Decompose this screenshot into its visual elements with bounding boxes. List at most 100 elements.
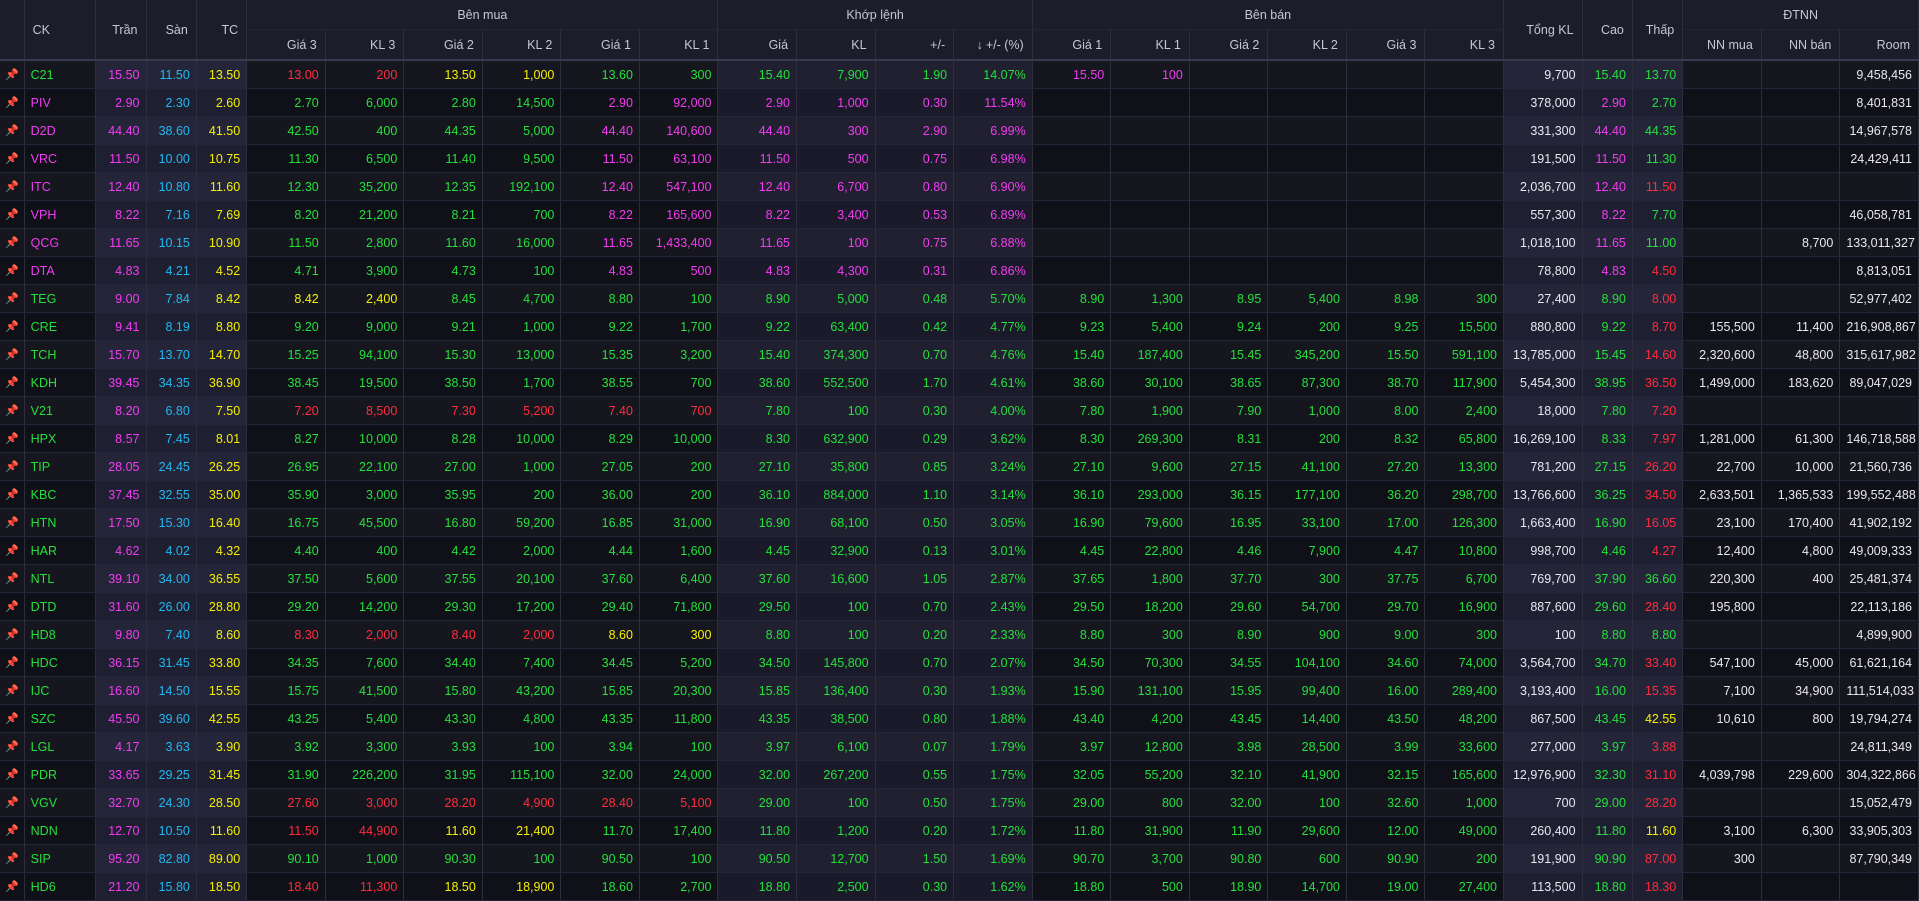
cell-ticker[interactable]: VGV bbox=[24, 788, 97, 817]
cell-ticker[interactable]: V21 bbox=[24, 396, 97, 425]
header-buy-vol-1[interactable]: KL 1 bbox=[639, 29, 719, 61]
cell-ticker[interactable]: DTA bbox=[24, 256, 97, 285]
pin-icon[interactable]: 📌 bbox=[0, 704, 25, 733]
header-sell-price-1[interactable]: Giá 1 bbox=[1032, 29, 1112, 61]
table-row[interactable]: 📌 HTN 17.50 15.30 16.40 16.75 45,500 16.80 59,20… bbox=[0, 508, 1919, 537]
cell-ticker[interactable]: ITC bbox=[24, 172, 97, 201]
cell-ticker[interactable]: TEG bbox=[24, 284, 97, 313]
cell-ticker[interactable]: VPH bbox=[24, 200, 97, 229]
table-row[interactable]: 📌 D2D 44.40 38.60 41.50 42.50 400 44.35 5,000 44.… bbox=[0, 116, 1919, 145]
table-row[interactable]: 📌 HAR 4.62 4.02 4.32 4.40 400 4.42 2,000 4.44 1,60… bbox=[0, 536, 1919, 565]
cell-ticker[interactable]: HDC bbox=[24, 648, 97, 677]
pin-icon[interactable]: 📌 bbox=[0, 60, 25, 89]
cell-ticker[interactable]: NTL bbox=[24, 564, 97, 593]
header-low[interactable]: Thấp bbox=[1632, 0, 1684, 61]
pin-icon[interactable]: 📌 bbox=[0, 816, 25, 845]
table-row[interactable]: 📌 HDC 36.15 31.45 33.80 34.35 7,600 34.40 7,400 3… bbox=[0, 648, 1919, 677]
table-row[interactable]: 📌 NTL 39.10 34.00 36.55 37.50 5,600 37.55 20,100… bbox=[0, 564, 1919, 593]
pin-icon[interactable]: 📌 bbox=[0, 396, 25, 425]
cell-ticker[interactable]: C21 bbox=[24, 60, 97, 89]
cell-ticker[interactable]: NDN bbox=[24, 816, 97, 845]
table-row[interactable]: 📌 V21 8.20 6.80 7.50 7.20 8,500 7.30 5,200 7.40 70… bbox=[0, 396, 1919, 425]
table-row[interactable]: 📌 KDH 39.45 34.35 36.90 38.45 19,500 38.50 1,700… bbox=[0, 368, 1919, 397]
pin-icon[interactable]: 📌 bbox=[0, 256, 25, 285]
pin-icon[interactable]: 📌 bbox=[0, 116, 25, 145]
cell-ticker[interactable]: HAR bbox=[24, 536, 97, 565]
header-sell-price-3[interactable]: Giá 3 bbox=[1346, 29, 1426, 61]
pin-icon[interactable]: 📌 bbox=[0, 284, 25, 313]
table-row[interactable]: 📌 VGV 32.70 24.30 28.50 27.60 3,000 28.20 4,900 2… bbox=[0, 788, 1919, 817]
pin-icon[interactable]: 📌 bbox=[0, 648, 25, 677]
cell-ticker[interactable]: SZC bbox=[24, 704, 97, 733]
pin-icon[interactable]: 📌 bbox=[0, 788, 25, 817]
pin-icon[interactable]: 📌 bbox=[0, 564, 25, 593]
cell-ticker[interactable]: HPX bbox=[24, 424, 97, 453]
pin-icon[interactable]: 📌 bbox=[0, 144, 25, 173]
table-row[interactable]: 📌 CRE 9.41 8.19 8.80 9.20 9,000 9.21 1,000 9.22 1,… bbox=[0, 312, 1919, 341]
pin-icon[interactable]: 📌 bbox=[0, 172, 25, 201]
cell-ticker[interactable]: LGL bbox=[24, 732, 97, 761]
cell-ticker[interactable]: HTN bbox=[24, 508, 97, 537]
table-row[interactable]: 📌 DTA 4.83 4.21 4.52 4.71 3,900 4.73 100 4.83 500 4… bbox=[0, 256, 1919, 285]
table-row[interactable]: 📌 SZC 45.50 39.60 42.55 43.25 5,400 43.30 4,800 4… bbox=[0, 704, 1919, 733]
header-sell-vol-2[interactable]: KL 2 bbox=[1267, 29, 1347, 61]
table-row[interactable]: 📌 TIP 28.05 24.45 26.25 26.95 22,100 27.00 1,000… bbox=[0, 452, 1919, 481]
table-row[interactable]: 📌 ITC 12.40 10.80 11.60 12.30 35,200 12.35 192,1… bbox=[0, 172, 1919, 201]
header-floor[interactable]: Sàn bbox=[146, 0, 197, 61]
table-row[interactable]: 📌 HPX 8.57 7.45 8.01 8.27 10,000 8.28 10,000 8.29… bbox=[0, 424, 1919, 453]
table-row[interactable]: 📌 VPH 8.22 7.16 7.69 8.20 21,200 8.21 700 8.22 165… bbox=[0, 200, 1919, 229]
table-row[interactable]: 📌 DTD 31.60 26.00 28.80 29.20 14,200 29.30 17,20… bbox=[0, 592, 1919, 621]
table-row[interactable]: 📌 NDN 12.70 10.50 11.60 11.50 44,900 11.60 21,40… bbox=[0, 816, 1919, 845]
table-row[interactable]: 📌 IJC 16.60 14.50 15.55 15.75 41,500 15.80 43,20… bbox=[0, 676, 1919, 705]
table-row[interactable]: 📌 KBC 37.45 32.55 35.00 35.90 3,000 35.95 200 36.… bbox=[0, 480, 1919, 509]
header-foreign-sell[interactable]: NN bán bbox=[1761, 29, 1841, 61]
cell-ticker[interactable]: PIV bbox=[24, 88, 97, 117]
pin-icon[interactable]: 📌 bbox=[0, 844, 25, 873]
pin-icon[interactable]: 📌 bbox=[0, 620, 25, 649]
pin-icon[interactable]: 📌 bbox=[0, 228, 25, 257]
cell-ticker[interactable]: HD8 bbox=[24, 620, 97, 649]
pin-icon[interactable]: 📌 bbox=[0, 592, 25, 621]
table-row[interactable]: 📌 HD6 21.20 15.80 18.50 18.40 11,300 18.50 18,90… bbox=[0, 872, 1919, 901]
header-buy-price-1[interactable]: Giá 1 bbox=[560, 29, 640, 61]
header-match-change-pct[interactable]: ↓ +/- (%) bbox=[953, 29, 1033, 61]
header-total-volume[interactable]: Tổng KL bbox=[1503, 0, 1583, 61]
header-match-price[interactable]: Giá bbox=[717, 29, 798, 61]
pin-icon[interactable]: 📌 bbox=[0, 88, 25, 117]
pin-icon[interactable]: 📌 bbox=[0, 368, 25, 397]
table-row[interactable]: 📌 QCG 11.65 10.15 10.90 11.50 2,800 11.60 16,000… bbox=[0, 228, 1919, 257]
table-row[interactable]: 📌 PIV 2.90 2.30 2.60 2.70 6,000 2.80 14,500 2.90 9… bbox=[0, 88, 1919, 117]
pin-icon[interactable]: 📌 bbox=[0, 424, 25, 453]
pin-icon[interactable]: 📌 bbox=[0, 676, 25, 705]
table-row[interactable]: 📌 SIP 95.20 82.80 89.00 90.10 1,000 90.30 100 90.… bbox=[0, 844, 1919, 873]
pin-icon[interactable]: 📌 bbox=[0, 508, 25, 537]
header-buy-vol-3[interactable]: KL 3 bbox=[325, 29, 405, 61]
header-ck[interactable]: CK bbox=[24, 0, 97, 61]
cell-ticker[interactable]: TCH bbox=[24, 340, 97, 369]
cell-ticker[interactable]: HD6 bbox=[24, 872, 97, 901]
table-row[interactable]: 📌 TEG 9.00 7.84 8.42 8.42 2,400 8.45 4,700 8.80 10… bbox=[0, 284, 1919, 313]
table-row[interactable]: 📌 HD8 9.80 7.40 8.60 8.30 2,000 8.40 2,000 8.60 30… bbox=[0, 620, 1919, 649]
table-row[interactable]: 📌 C21 15.50 11.50 13.50 13.00 200 13.50 1,000 13.… bbox=[0, 60, 1919, 89]
cell-ticker[interactable]: VRC bbox=[24, 144, 97, 173]
header-reference[interactable]: TC bbox=[196, 0, 248, 61]
header-foreign-buy[interactable]: NN mua bbox=[1682, 29, 1762, 61]
cell-ticker[interactable]: DTD bbox=[24, 592, 97, 621]
table-row[interactable]: 📌 PDR 33.65 29.25 31.45 31.90 226,200 31.95 115,… bbox=[0, 760, 1919, 789]
cell-ticker[interactable]: TIP bbox=[24, 452, 97, 481]
cell-ticker[interactable]: D2D bbox=[24, 116, 97, 145]
pin-icon[interactable]: 📌 bbox=[0, 760, 25, 789]
cell-ticker[interactable]: IJC bbox=[24, 676, 97, 705]
header-sell-vol-3[interactable]: KL 3 bbox=[1424, 29, 1504, 61]
pin-icon[interactable]: 📌 bbox=[0, 480, 25, 509]
cell-ticker[interactable]: QCG bbox=[24, 228, 97, 257]
pin-icon[interactable]: 📌 bbox=[0, 452, 25, 481]
header-buy-vol-2[interactable]: KL 2 bbox=[482, 29, 562, 61]
pin-icon[interactable]: 📌 bbox=[0, 536, 25, 565]
header-sell-vol-1[interactable]: KL 1 bbox=[1110, 29, 1190, 61]
header-buy-price-2[interactable]: Giá 2 bbox=[403, 29, 483, 61]
cell-ticker[interactable]: KBC bbox=[24, 480, 97, 509]
pin-icon[interactable]: 📌 bbox=[0, 340, 25, 369]
header-foreign-room[interactable]: Room bbox=[1839, 29, 1919, 61]
pin-icon[interactable]: 📌 bbox=[0, 872, 25, 901]
